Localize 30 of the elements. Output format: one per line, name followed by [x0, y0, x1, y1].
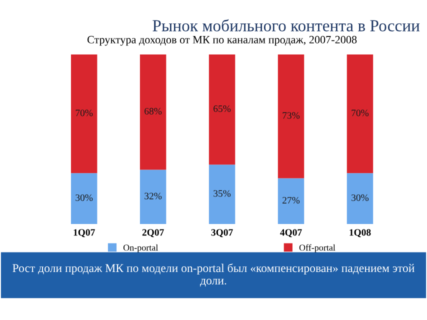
- data-label: 27%: [282, 196, 300, 204]
- x-tick-label: 1Q07: [74, 229, 95, 238]
- bar: [278, 54, 304, 178]
- bar: [346, 54, 374, 174]
- x-tick-label: 4Q07: [280, 229, 302, 238]
- text: Рост доли продаж МК по модели on-portal был «компенсирован» падением этой доли.: [12, 264, 414, 287]
- chart-subtitle: Структура доходов от МК по каналам продаж, 2007-2008: [87, 36, 357, 46]
- data-label: 70%: [352, 110, 369, 116]
- data-label: 35%: [214, 190, 231, 197]
- bar: [140, 54, 166, 170]
- bar: [70, 54, 98, 174]
- data-label: 70%: [76, 110, 93, 116]
- data-label: 73%: [282, 112, 300, 119]
- bar: [70, 173, 98, 224]
- bar: [140, 170, 166, 224]
- data-label: 65%: [214, 105, 231, 112]
- legend-label: Off-portal: [299, 244, 336, 253]
- data-label: 68%: [144, 108, 162, 115]
- x-tick-label: 1Q08: [350, 229, 371, 238]
- data-label: 30%: [352, 194, 369, 202]
- x-tick-label: 3Q07: [211, 229, 233, 238]
- bar: [208, 164, 236, 224]
- x-tick-label: 2Q07: [142, 229, 164, 238]
- data-label: 30%: [76, 194, 93, 202]
- chart-title: Рынок мобильного контента в России: [152, 19, 420, 32]
- bar: [208, 54, 236, 165]
- bar: [346, 173, 374, 224]
- bar: [278, 178, 304, 224]
- data-label: 32%: [144, 192, 162, 200]
- legend-label: On-portal: [123, 244, 158, 253]
